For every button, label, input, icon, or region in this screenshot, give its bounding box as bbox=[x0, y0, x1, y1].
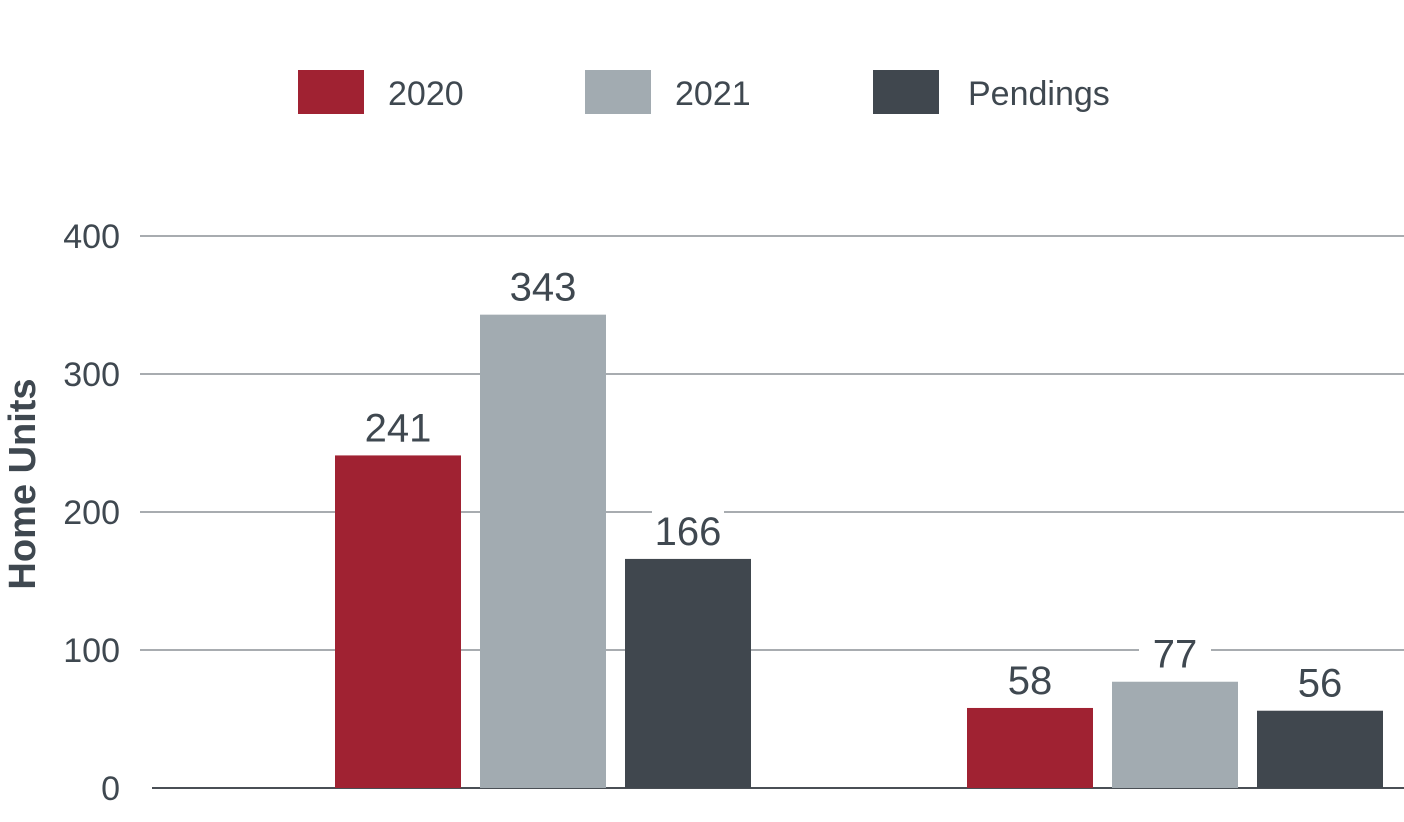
legend-label-2021: 2021 bbox=[675, 75, 751, 113]
data-label-2020-group-2: 58 bbox=[1008, 659, 1053, 703]
legend-swatch-2021 bbox=[585, 70, 651, 114]
bar-2021-group-1 bbox=[480, 314, 606, 788]
legend-swatch-pendings bbox=[873, 70, 939, 114]
y-tick-label-300: 300 bbox=[63, 356, 120, 394]
y-tick-label-0: 0 bbox=[101, 770, 120, 808]
bar-pendings-group-1 bbox=[625, 558, 751, 788]
y-tick-label-100: 100 bbox=[63, 632, 120, 670]
data-label-backdrop bbox=[1284, 662, 1356, 705]
data-labels: 241 58 343 77 166 56 bbox=[362, 266, 1356, 706]
y-tick-label-200: 200 bbox=[63, 494, 120, 532]
data-label-2021-group-1: 343 bbox=[510, 266, 577, 310]
legend-label-pendings: Pendings bbox=[968, 75, 1110, 113]
y-axis-ticks: 0 100 200 300 400 bbox=[63, 218, 120, 808]
y-tick-label-400: 400 bbox=[63, 218, 120, 256]
data-label-backdrop bbox=[1139, 633, 1211, 676]
bar-2020-group-1 bbox=[335, 455, 461, 788]
y-axis-title: Home Units bbox=[2, 378, 44, 589]
data-label-2021-group-2: 77 bbox=[1153, 633, 1198, 677]
legend: 2020 2021 Pendings bbox=[298, 70, 1110, 114]
data-label-backdrop bbox=[362, 407, 434, 450]
data-label-backdrop bbox=[507, 266, 579, 309]
data-label-2020-group-1: 241 bbox=[365, 406, 432, 450]
data-label-backdrop bbox=[994, 659, 1066, 702]
bar-2021-group-2 bbox=[1112, 681, 1238, 788]
data-label-backdrop bbox=[652, 510, 724, 553]
legend-swatch-2020 bbox=[298, 70, 364, 114]
bar-pendings-group-2 bbox=[1257, 710, 1383, 788]
bar-2020-group-2 bbox=[967, 707, 1093, 788]
legend-label-2020: 2020 bbox=[388, 75, 464, 113]
data-label-pendings-group-1: 166 bbox=[655, 510, 722, 554]
data-label-pendings-group-2: 56 bbox=[1298, 662, 1343, 706]
bars bbox=[335, 314, 1383, 788]
